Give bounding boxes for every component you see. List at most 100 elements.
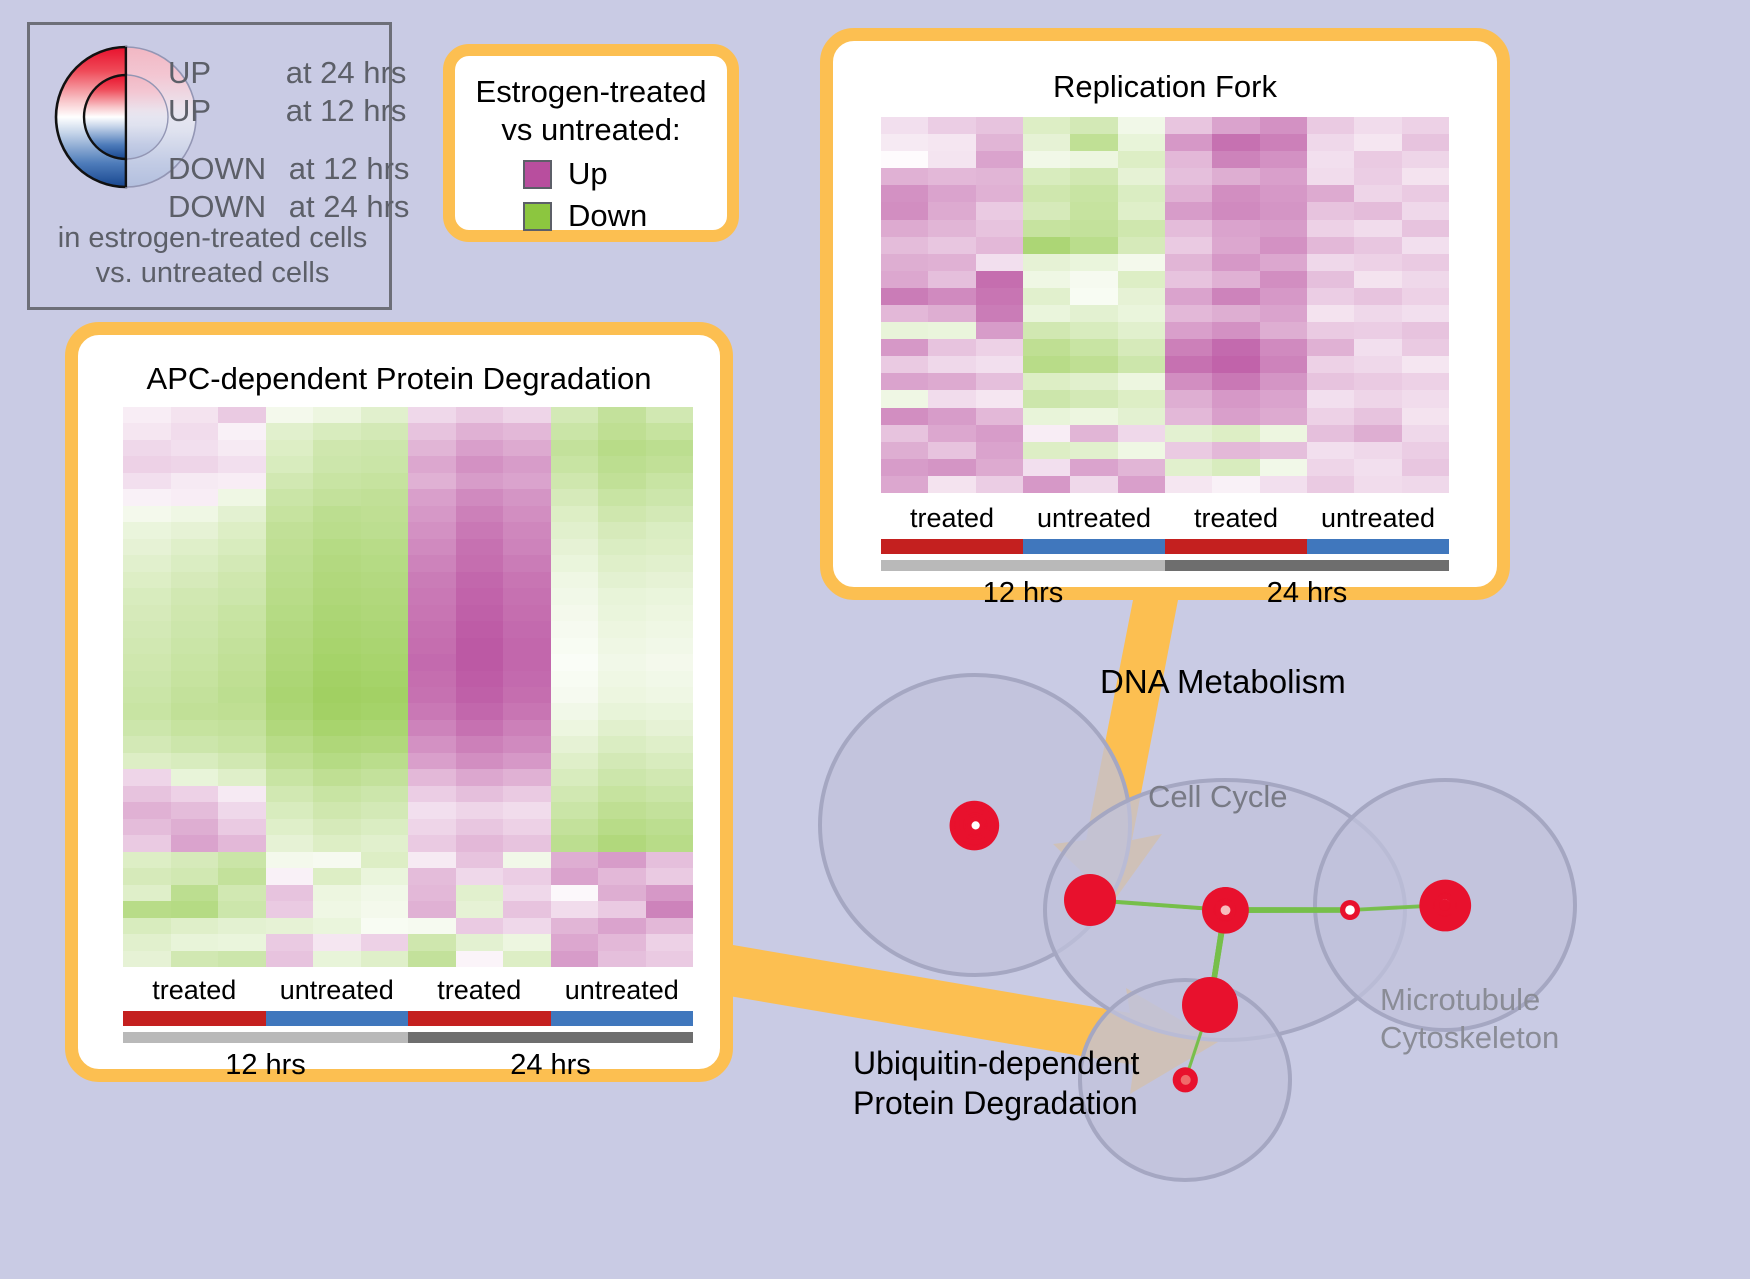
heatmap-cell	[1306, 287, 1355, 305]
heatmap-cell	[360, 588, 408, 605]
heatmap-cell	[123, 901, 171, 918]
heatmap-cell	[598, 423, 646, 440]
heatmap-cell	[408, 950, 456, 967]
replication-fork-title: Replication Fork	[1053, 69, 1277, 104]
heatmap-cell	[123, 950, 171, 967]
heatmap-cell	[408, 670, 456, 687]
heatmap-cell	[408, 687, 456, 704]
heatmap-cell	[1164, 458, 1213, 476]
heatmap-cell	[218, 637, 266, 655]
heatmap-cell	[455, 423, 503, 440]
heatmap-cell	[313, 818, 361, 836]
heatmap-cell	[1022, 236, 1071, 254]
heatmap-cell	[598, 604, 646, 622]
heatmap-cell	[170, 538, 218, 556]
heatmap-cell	[123, 637, 171, 655]
heatmap-cell	[313, 835, 361, 852]
heatmap-cell	[313, 703, 361, 720]
legend-item-up: Up	[523, 156, 608, 192]
heatmap-cell	[881, 458, 929, 476]
heatmap-cell	[170, 505, 218, 523]
heatmap-cell	[360, 621, 408, 638]
heatmap-cell	[928, 270, 976, 288]
heatmap-cell	[123, 851, 171, 869]
heatmap-cell	[645, 901, 693, 918]
heatmap-cell	[550, 637, 598, 655]
heatmap-cell	[360, 950, 408, 967]
heatmap-cell	[881, 322, 929, 340]
heatmap-cell	[265, 505, 313, 523]
heatmap-cell	[218, 439, 266, 457]
heatmap-cell	[1117, 407, 1165, 425]
heatmap-cell	[218, 588, 266, 605]
heatmap-cell	[360, 456, 408, 473]
heatmap-cell	[123, 472, 171, 490]
heatmap-cell	[1022, 407, 1071, 425]
heatmap-cell	[313, 736, 361, 753]
heatmap-cell	[170, 472, 218, 490]
heatmap-cell	[1354, 322, 1402, 340]
heatmap-cell	[313, 934, 361, 951]
heatmap-cell	[360, 719, 408, 737]
heatmap-cell	[503, 472, 551, 490]
heatmap-cell	[123, 505, 171, 523]
heatmap-cell	[313, 555, 361, 572]
group-label: untreated	[564, 975, 679, 1005]
heatmap-cell	[170, 868, 218, 885]
heatmap-cell	[881, 117, 929, 135]
heatmap-cell	[170, 588, 218, 605]
heatmap-cell	[1164, 253, 1213, 271]
heatmap-cell	[1117, 475, 1165, 493]
heatmap-cell	[123, 752, 171, 770]
heatmap-cell	[1354, 305, 1402, 323]
heatmap-cell	[1259, 151, 1307, 169]
heatmap-cell	[408, 522, 456, 539]
heatmap-cell	[123, 670, 171, 687]
heatmap-cell	[550, 835, 598, 852]
heatmap-cell	[645, 752, 693, 770]
replication-fork-card: Replication Fork treated untreated treated…	[820, 28, 1510, 609]
heatmap-cell	[360, 423, 408, 440]
heatmap-cell	[265, 555, 313, 572]
replication-fork-heatmap	[881, 117, 1449, 493]
heatmap-cell	[881, 475, 929, 493]
heatmap-cell	[408, 588, 456, 605]
time-bar-segment	[881, 560, 1165, 571]
scale-row-key: UP	[168, 55, 212, 90]
heatmap-cell	[1259, 287, 1307, 305]
heatmap-cell	[928, 151, 976, 169]
heatmap-cell	[1354, 236, 1402, 254]
heatmap-cell	[170, 785, 218, 803]
heatmap-cell	[1259, 458, 1307, 476]
heatmap-cell	[645, 439, 693, 457]
heatmap-cell	[1164, 475, 1213, 493]
heatmap-cell	[218, 670, 266, 687]
heatmap-cell	[1354, 219, 1402, 237]
heatmap-cell	[265, 687, 313, 704]
heatmap-cell	[265, 802, 313, 819]
heatmap-cell	[1070, 458, 1118, 476]
heatmap-cell	[1306, 117, 1355, 135]
replication-fork-treatment-bar	[881, 539, 1449, 554]
heatmap-cell	[313, 439, 361, 457]
heatmap-cell	[975, 475, 1023, 493]
group-label: untreated	[1320, 503, 1436, 533]
network-node-core	[971, 821, 980, 830]
heatmap-cell	[1306, 134, 1355, 152]
heatmap-cell	[503, 637, 551, 655]
time-label: 24 hrs	[510, 1049, 591, 1081]
heatmap-cell	[455, 769, 503, 786]
apc-degradation-heatmap	[123, 407, 693, 967]
heatmap-cell	[975, 202, 1023, 220]
heatmap-cell	[408, 785, 456, 803]
heatmap-cell	[503, 571, 551, 589]
heatmap-cell	[645, 423, 693, 440]
heatmap-cell	[408, 423, 456, 440]
heatmap-cell	[455, 407, 503, 424]
heatmap-cell	[1070, 270, 1118, 288]
heatmap-cell	[1306, 305, 1355, 323]
heatmap-cell	[645, 802, 693, 819]
heatmap-cell	[265, 785, 313, 803]
heatmap-cell	[123, 769, 171, 786]
heatmap-cell	[1354, 373, 1402, 391]
